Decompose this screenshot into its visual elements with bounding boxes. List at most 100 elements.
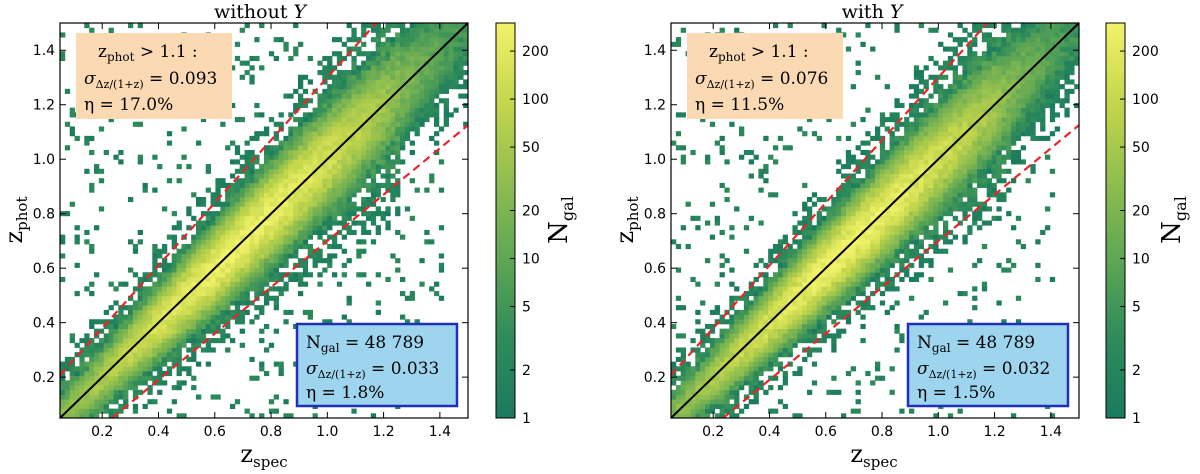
heatmap-cell	[317, 131, 323, 137]
heatmap-cell	[157, 356, 163, 362]
heatmap-cell	[239, 300, 245, 306]
heatmap-cell	[909, 248, 915, 254]
heatmap-cell	[928, 93, 934, 99]
heatmap-cell	[400, 159, 406, 165]
heatmap-cell	[996, 178, 1002, 184]
heatmap-cell	[918, 88, 924, 94]
heatmap-cell	[845, 267, 852, 273]
heatmap-cell	[89, 375, 95, 381]
heatmap-cell	[913, 248, 920, 254]
heatmap-cell	[913, 211, 920, 217]
heatmap-cell	[768, 338, 774, 344]
heatmap-cell	[385, 37, 391, 43]
heatmap-cell	[98, 399, 105, 405]
heatmap-cell	[128, 196, 134, 203]
heatmap-cell	[816, 300, 822, 306]
heatmap-cell	[807, 328, 813, 334]
heatmap-cell	[458, 41, 464, 47]
heatmap-cell	[884, 225, 890, 231]
heatmap-cell	[748, 352, 754, 358]
heatmap-cell	[884, 154, 890, 160]
heatmap-cell	[98, 319, 105, 325]
heatmap-cell	[836, 262, 842, 268]
heatmap-cell	[171, 272, 177, 278]
heatmap-cell	[434, 88, 440, 94]
heatmap-cell	[685, 375, 691, 381]
heatmap-cell	[404, 70, 411, 76]
heatmap-cell	[928, 262, 934, 268]
heatmap-cell	[220, 178, 226, 184]
heatmap-cell	[249, 211, 255, 217]
heatmap-cell	[176, 319, 182, 325]
heatmap-cell	[739, 375, 745, 381]
heatmap-cell	[249, 272, 255, 278]
heatmap-cell	[719, 389, 725, 395]
heatmap-cell	[254, 286, 260, 292]
heatmap-cell	[332, 135, 338, 141]
heatmap-cell	[923, 98, 929, 104]
heatmap-cell	[268, 206, 275, 212]
heatmap-cell	[904, 117, 910, 123]
heatmap-cell	[220, 206, 226, 212]
heatmap-cell	[943, 201, 949, 207]
heatmap-cell	[879, 272, 886, 278]
heatmap-cell	[826, 295, 832, 301]
heatmap-cell	[171, 258, 177, 264]
heatmap-cell	[986, 145, 992, 151]
heatmap-cell	[74, 370, 80, 377]
heatmap-cell	[821, 262, 827, 268]
heatmap-cell	[302, 135, 309, 141]
heatmap-cell	[811, 258, 818, 264]
heatmap-cell	[128, 352, 134, 358]
heatmap-cell	[894, 258, 900, 264]
heatmap-cell	[981, 121, 988, 127]
heatmap-cell	[811, 291, 818, 297]
heatmap-cell	[811, 300, 818, 306]
heatmap-cell	[458, 84, 464, 90]
heatmap-cell	[69, 126, 75, 132]
heatmap-cell	[933, 168, 939, 174]
heatmap-cell	[875, 201, 881, 207]
heatmap-cell	[375, 41, 381, 47]
heatmap-cell	[98, 389, 105, 395]
heatmap-cell	[675, 389, 682, 395]
heatmap-cell	[986, 149, 992, 156]
heatmap-cell	[972, 262, 978, 268]
heatmap-cell	[797, 286, 803, 292]
heatmap-cell	[336, 70, 343, 76]
heatmap-cell	[714, 356, 720, 362]
heatmap-cell	[74, 403, 80, 409]
heatmap-cell	[680, 366, 686, 372]
heatmap-cell	[981, 220, 988, 226]
heatmap-cell	[327, 98, 333, 104]
heatmap-cell	[400, 51, 406, 57]
heatmap-cell	[84, 403, 90, 409]
heatmap-cell	[802, 267, 808, 273]
heatmap-cell	[327, 159, 333, 165]
x-axis-label: zspec	[240, 440, 287, 471]
heatmap-cell	[855, 201, 861, 207]
heatmap-cell	[157, 248, 163, 254]
heatmap-cell	[98, 403, 105, 409]
heatmap-cell	[137, 347, 143, 353]
heatmap-cell	[200, 319, 207, 325]
heatmap-cell	[753, 394, 759, 400]
heatmap-cell	[802, 305, 808, 311]
y-axis-label: zphot	[0, 197, 31, 244]
heatmap-cell	[923, 135, 929, 141]
heatmap-cell	[69, 413, 75, 419]
heatmap-cell	[307, 272, 313, 278]
heatmap-cell	[118, 328, 124, 334]
heatmap-cell	[680, 389, 686, 395]
heatmap-cell	[191, 356, 197, 362]
heatmap-cell	[351, 27, 357, 33]
heatmap-cell	[74, 234, 80, 240]
heatmap-cell	[680, 380, 686, 386]
heatmap-cell	[816, 267, 822, 273]
heatmap-cell	[904, 192, 910, 198]
heatmap-cell	[748, 328, 754, 334]
heatmap-cell	[370, 93, 377, 99]
heatmap-cell	[278, 286, 284, 292]
heatmap-cell	[826, 220, 832, 226]
heatmap-cell	[196, 342, 202, 348]
